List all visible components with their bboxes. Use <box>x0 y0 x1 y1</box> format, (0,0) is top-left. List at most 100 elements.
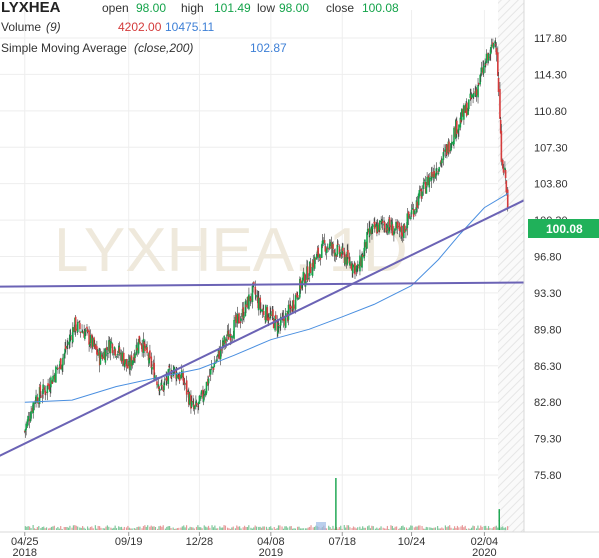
candle <box>248 287 250 311</box>
candle <box>63 352 66 365</box>
volume-bar <box>226 527 229 530</box>
candle-body <box>437 172 440 174</box>
volume-bar <box>434 527 437 530</box>
candle-body <box>267 317 270 321</box>
trendline[interactable] <box>0 281 525 288</box>
candle-body <box>277 325 280 327</box>
volume-bar <box>403 527 405 530</box>
candle-body <box>72 327 74 343</box>
candle <box>329 239 332 250</box>
candle-body <box>500 130 503 162</box>
candle-body <box>393 231 395 236</box>
candle-body <box>366 232 368 249</box>
candle <box>378 220 381 233</box>
candle <box>96 340 98 362</box>
trendline[interactable] <box>0 199 525 462</box>
candle <box>347 243 349 260</box>
candle <box>209 368 212 382</box>
candle-body <box>357 264 359 266</box>
candle-body <box>29 418 32 422</box>
volume-bar <box>385 528 387 530</box>
trendlines[interactable] <box>0 199 525 462</box>
candle <box>482 60 485 78</box>
candle <box>289 300 292 316</box>
candle <box>465 98 468 118</box>
candle <box>62 353 64 373</box>
volume-bar <box>400 526 403 530</box>
candle <box>421 185 423 199</box>
candle <box>332 241 334 254</box>
candle-body <box>166 377 168 381</box>
candle-body <box>46 385 49 393</box>
candle <box>428 172 431 192</box>
volume-bar <box>340 525 342 530</box>
candle-body <box>419 188 422 191</box>
candle-body <box>407 211 410 219</box>
candle <box>499 82 501 120</box>
volume-bar <box>309 526 311 530</box>
volume-bar <box>91 526 93 530</box>
volume-bar <box>483 526 485 530</box>
y-tick-label: 86.30 <box>534 361 562 373</box>
volume-bar <box>461 525 463 530</box>
candle-body <box>405 228 408 230</box>
y-tick-label: 114.30 <box>534 69 567 81</box>
volume-bar <box>333 528 335 530</box>
candle-body <box>190 400 193 408</box>
candle-body <box>494 44 497 46</box>
candle-body <box>239 321 242 324</box>
candle-body <box>175 372 178 379</box>
volume-bar <box>328 525 330 530</box>
volume-bar <box>472 525 474 530</box>
candle-body <box>224 339 227 343</box>
volume-bar <box>245 526 247 530</box>
candle-body <box>134 354 136 358</box>
candle <box>192 395 194 406</box>
last-price-badge <box>528 219 599 238</box>
candle-body <box>110 342 113 344</box>
candle-body <box>68 341 71 346</box>
candle-body <box>76 321 79 332</box>
candle-body <box>480 73 482 75</box>
candle-body <box>451 141 453 144</box>
candle-body <box>81 330 83 332</box>
candle-body <box>270 314 272 316</box>
volume-bar <box>74 525 76 530</box>
candle <box>200 389 203 397</box>
candle <box>450 142 452 152</box>
x-tick-label: 07/18 <box>328 536 356 548</box>
candle <box>357 260 359 272</box>
volume-bar <box>61 528 63 530</box>
candle-body <box>313 256 316 269</box>
candle-body <box>244 301 247 317</box>
volume-bar <box>416 526 418 530</box>
x-tick-label: 04/08 <box>257 536 285 548</box>
volume-bar <box>402 525 404 530</box>
candle-body <box>101 356 104 360</box>
volume-bar <box>106 525 108 530</box>
candle <box>212 366 215 373</box>
candle-body <box>499 119 502 134</box>
candle-body <box>426 176 428 186</box>
candle-body <box>212 367 215 370</box>
volume-bar <box>33 528 36 530</box>
candle <box>106 346 109 361</box>
candle <box>501 158 504 170</box>
candle <box>61 364 64 375</box>
candle-body <box>497 52 499 76</box>
volume-bar <box>345 527 347 530</box>
volume-bar <box>166 526 168 530</box>
candle-body <box>151 366 153 370</box>
candle-body <box>303 273 306 286</box>
volume-bar <box>276 528 278 530</box>
candle-body <box>233 319 235 339</box>
candle <box>69 329 71 348</box>
candle-body <box>25 423 27 430</box>
candle <box>183 378 186 391</box>
candle-body <box>220 349 223 351</box>
volume-bar <box>351 528 353 530</box>
candle-body <box>173 368 176 370</box>
volume-bar <box>229 528 232 530</box>
volume-bar <box>304 528 306 530</box>
